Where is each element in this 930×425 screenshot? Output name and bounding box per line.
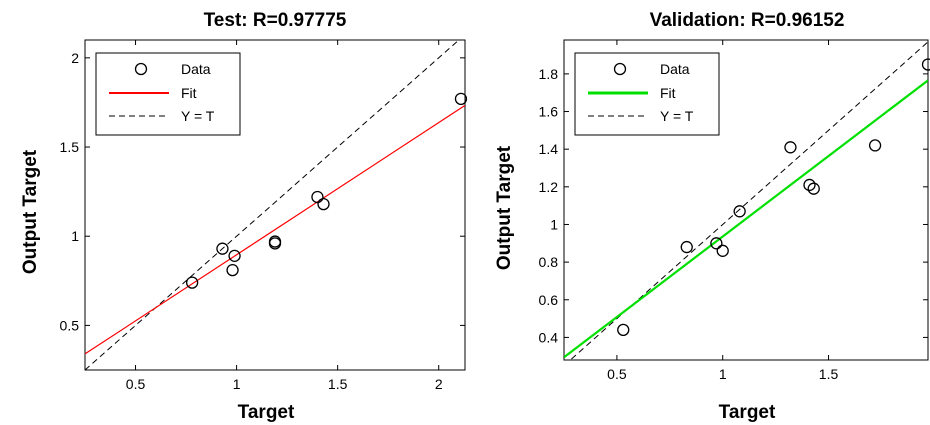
y-tick-label: 0.4: [539, 329, 559, 345]
data-point: [921, 58, 930, 71]
data-point: [784, 141, 797, 154]
data-point: [317, 197, 330, 211]
y-tick-label: 0.5: [60, 317, 80, 333]
legend-label-data: Data: [660, 61, 690, 77]
validation-regression-chart: Validation: R=0.96152 Target Output Targ…: [494, 10, 930, 423]
identity-line: [85, 40, 460, 370]
legend-data-marker: [134, 62, 148, 76]
data-point: [226, 263, 239, 277]
y-tick-label: 1.8: [539, 66, 559, 82]
fit-line: [564, 79, 928, 359]
data-point: [216, 242, 229, 255]
data-point: [733, 205, 746, 218]
legend-label-identity: Y = T: [660, 108, 694, 124]
y-axis-label: Output Target: [494, 145, 515, 270]
y-tick-label: 1.6: [539, 104, 559, 120]
y-tick-label: 2: [71, 50, 79, 66]
data-point: [868, 139, 882, 152]
data-point: [710, 237, 723, 250]
test-regression-chart: Test: R=0.97775 Target Output Target 0.5…: [20, 10, 468, 423]
data-point: [617, 323, 630, 337]
y-tick-label: 1: [550, 216, 558, 232]
y-tick-label: 1.4: [539, 141, 559, 157]
legend-label-fit: Fit: [181, 85, 197, 101]
legend-data-marker: [613, 62, 627, 76]
legend-label-fit: Fit: [660, 85, 676, 101]
data-point: [311, 190, 324, 204]
chart-title: Test: R=0.97775: [204, 10, 347, 31]
data-point: [268, 237, 282, 250]
validation-regression-panel: Validation: R=0.96152 Target Output Targ…: [470, 0, 930, 425]
data-point: [803, 178, 816, 192]
plot-lines: [85, 40, 465, 370]
legend-label-data: Data: [181, 61, 211, 77]
y-tick-label: 0.8: [539, 254, 559, 270]
y-tick-label: 1.2: [539, 179, 559, 195]
y-tick-label: 0.6: [539, 292, 559, 308]
x-tick-label: 0.5: [126, 376, 146, 392]
legend-label-identity: Y = T: [181, 108, 215, 124]
x-tick-label: 1.5: [328, 376, 348, 392]
data-point: [185, 276, 199, 289]
x-axis-label: Target: [238, 402, 295, 423]
plot-lines: [564, 41, 928, 360]
x-tick-label: 1.5: [819, 366, 839, 382]
data-point: [454, 92, 468, 106]
test-regression-panel: Test: R=0.97775 Target Output Target 0.5…: [20, 10, 468, 423]
data-point: [680, 240, 693, 254]
data-point: [716, 244, 729, 257]
x-axis-label: Target: [719, 402, 776, 423]
fit-line: [85, 104, 465, 355]
y-tick-label: 1: [71, 228, 79, 244]
data-point: [228, 249, 241, 262]
chart-title: Validation: R=0.96152: [650, 10, 845, 31]
y-axis-label: Output Target: [20, 149, 41, 274]
x-tick-label: 1: [233, 376, 241, 392]
data-point: [807, 182, 820, 195]
x-tick-label: 0.5: [607, 366, 627, 382]
x-tick-label: 1: [719, 366, 727, 382]
y-tick-label: 1.5: [60, 139, 80, 155]
x-tick-label: 2: [435, 376, 443, 392]
